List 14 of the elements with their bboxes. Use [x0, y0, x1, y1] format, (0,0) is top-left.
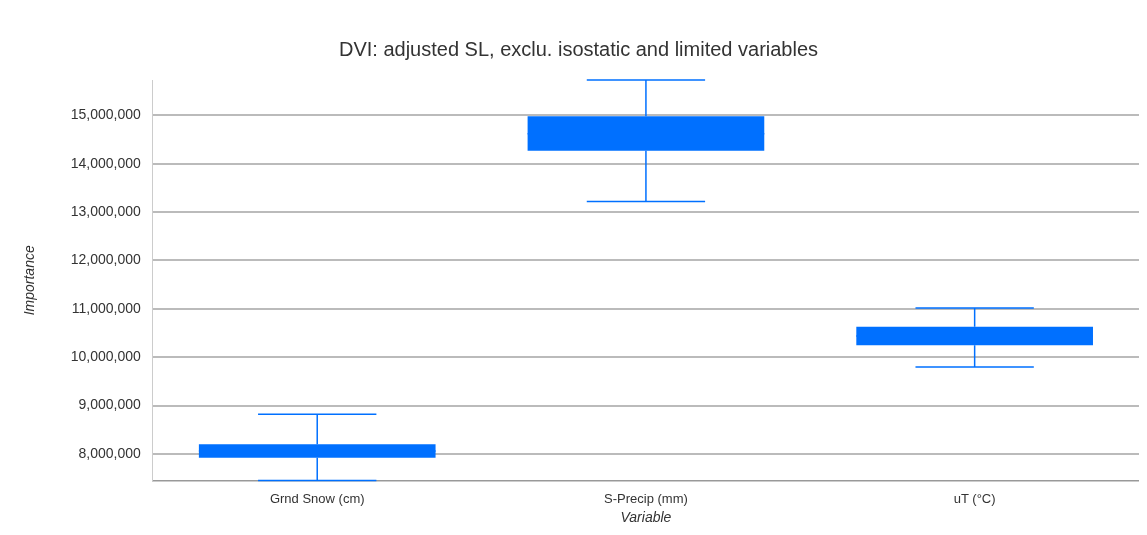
y-tick-label: 10,000,000: [70, 348, 142, 365]
x-tick-label: Grnd Snow (cm): [269, 490, 365, 506]
y-tick-label: 8,000,000: [78, 444, 142, 461]
y-tick-label: 12,000,000: [70, 251, 142, 268]
x-axis-title: Variable: [620, 509, 672, 526]
y-tick-label: 15,000,000: [70, 106, 142, 123]
chart-title: DVI: adjusted SL, exclu. isostatic and limited variables: [338, 37, 819, 60]
x-tick-label: S-Precip (mm): [604, 490, 688, 506]
y-axis-title: Importance: [21, 245, 38, 316]
y-tick-label: 11,000,000: [71, 299, 142, 316]
x-tick-label: uT (°C): [953, 490, 996, 506]
y-tick-label: 13,000,000: [70, 202, 142, 219]
y-tick-label: 14,000,000: [70, 154, 142, 171]
y-tick-label: 9,000,000: [78, 396, 142, 413]
